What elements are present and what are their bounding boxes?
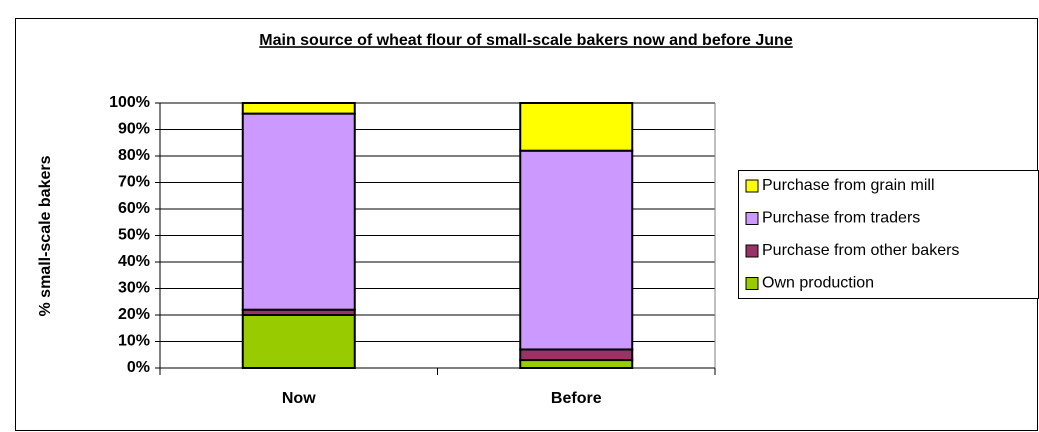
legend-label: Purchase from grain mill <box>762 177 935 194</box>
y-tick-label: 60% <box>118 200 150 217</box>
y-tick-label: 50% <box>118 227 150 244</box>
bar-segment <box>519 102 634 152</box>
legend-swatch <box>745 277 759 290</box>
bar-segment <box>519 149 634 351</box>
y-tick-label: 70% <box>118 174 150 191</box>
legend-box <box>738 170 1039 299</box>
legend-label: Purchase from traders <box>762 210 920 227</box>
y-tick-label: 100% <box>109 94 150 111</box>
legend-label: Purchase from other bakers <box>762 242 959 259</box>
bar-segment <box>519 359 634 369</box>
y-tick-label: 10% <box>118 333 150 350</box>
bar-segment <box>241 314 356 369</box>
x-tick-label: Now <box>282 390 316 407</box>
y-tick-label: 90% <box>118 121 150 138</box>
bar-segment <box>241 112 356 311</box>
legend-swatch <box>745 244 759 258</box>
y-tick-label: 80% <box>118 147 150 164</box>
bar-segment <box>519 348 634 362</box>
legend-swatch <box>745 212 759 225</box>
y-tick-label: 40% <box>118 253 150 270</box>
y-tick-label: 20% <box>118 306 150 323</box>
chart-title: Main source of wheat flour of small-scal… <box>259 32 793 49</box>
y-tick-label: 30% <box>118 280 150 297</box>
x-tick-label: Before <box>551 390 602 407</box>
legend-swatch <box>745 179 759 193</box>
y-tick-label: 0% <box>127 359 150 376</box>
bar-segment <box>241 102 356 115</box>
legend-label: Own production <box>762 275 874 292</box>
y-axis-title: % small-scale bakers <box>37 155 54 316</box>
